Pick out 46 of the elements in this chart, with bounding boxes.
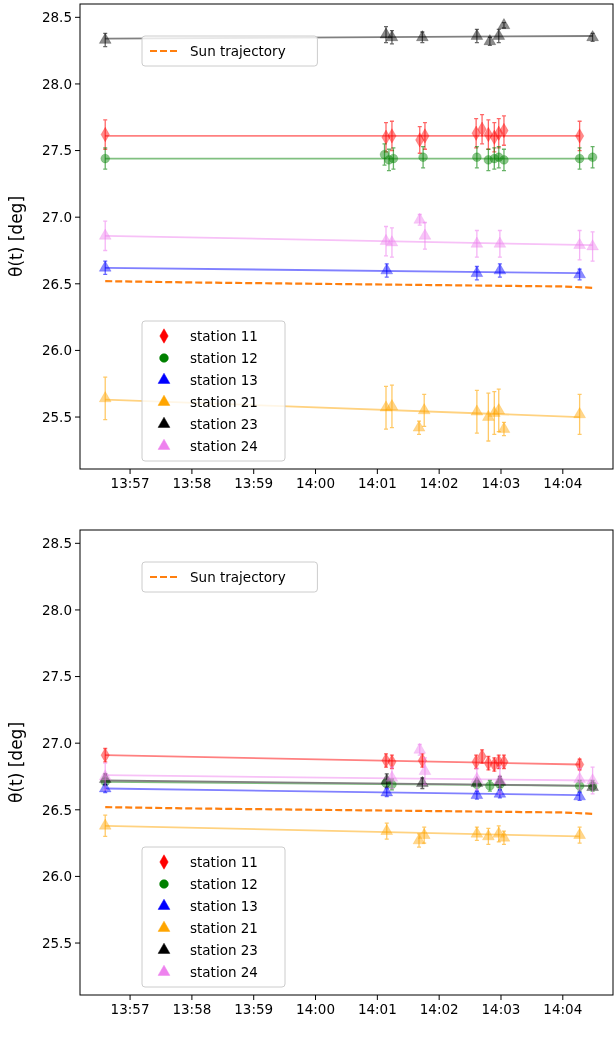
y-tick-label: 27.5 <box>41 142 72 159</box>
x-tick-label: 14:03 <box>481 1001 521 1017</box>
x-tick-label: 13:57 <box>110 475 150 491</box>
y-tick-label: 28.0 <box>41 75 72 92</box>
x-tick-label: 14:03 <box>481 475 521 491</box>
x-tick-label: 13:58 <box>172 475 212 491</box>
x-tick-label: 14:01 <box>357 475 397 491</box>
y-tick-label: 26.5 <box>41 275 72 292</box>
x-tick-label: 14:04 <box>543 475 583 491</box>
legend-label: station 21 <box>190 393 258 410</box>
legend-label: station 24 <box>190 963 258 980</box>
y-tick-label: 27.5 <box>41 668 72 685</box>
legend-label: station 11 <box>190 853 258 870</box>
legend-label: station 24 <box>190 437 258 454</box>
y-tick-label: 28.0 <box>41 601 72 618</box>
x-tick-label: 13:58 <box>172 1001 212 1017</box>
y-tick-label: 25.5 <box>41 408 72 425</box>
legend-label: station 13 <box>190 371 258 388</box>
x-tick-label: 14:00 <box>296 475 335 491</box>
legend-label: station 23 <box>190 415 258 432</box>
y-tick-label: 26.0 <box>41 868 72 885</box>
x-tick-label: 13:59 <box>234 1001 274 1017</box>
legend-label: station 13 <box>190 897 258 914</box>
x-tick-label: 14:02 <box>419 475 459 491</box>
y-tick-label: 26.5 <box>41 801 72 818</box>
y-tick-label: 27.0 <box>41 734 72 751</box>
x-tick-label: 14:01 <box>357 1001 397 1017</box>
legend-label: station 23 <box>190 941 258 958</box>
y-tick-label: 25.5 <box>41 934 72 951</box>
x-tick-label: 13:57 <box>110 1001 150 1017</box>
legend-label: station 12 <box>190 349 258 366</box>
x-tick-label: 14:00 <box>296 1001 335 1017</box>
legend-label: Sun trajectory <box>190 568 286 585</box>
y-tick-label: 28.5 <box>41 9 72 26</box>
y-axis-title: θ(t) [deg] <box>6 195 26 278</box>
legend-label: station 11 <box>190 327 258 344</box>
legend-label: station 21 <box>190 919 258 936</box>
legend-label: station 12 <box>190 875 258 892</box>
y-tick-label: 28.5 <box>41 535 72 552</box>
x-tick-label: 14:02 <box>419 1001 459 1017</box>
y-axis-title: θ(t) [deg] <box>6 721 26 804</box>
x-tick-label: 13:59 <box>234 475 274 491</box>
x-tick-label: 14:04 <box>543 1001 583 1017</box>
y-tick-label: 27.0 <box>41 208 72 225</box>
legend-label: Sun trajectory <box>190 42 286 59</box>
y-tick-label: 26.0 <box>41 342 72 359</box>
